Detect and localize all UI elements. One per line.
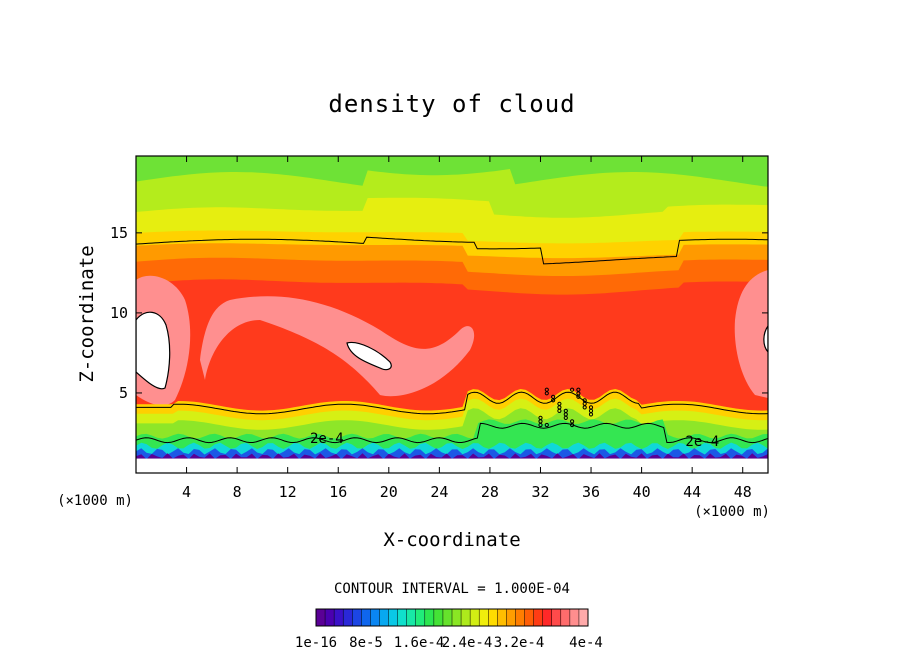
colorbar-swatch <box>316 609 326 626</box>
density-band <box>734 270 768 398</box>
maximum-regions <box>136 311 768 390</box>
colorbar-swatch <box>388 609 398 626</box>
contour-blob <box>588 405 594 410</box>
colorbar-label: 3.2e-4 <box>494 635 545 651</box>
colorbar-swatch <box>361 609 371 626</box>
x-tick-label: 28 <box>481 483 499 501</box>
contour-blob <box>570 419 575 424</box>
plot-area: 2e-4 2e-4 <box>136 156 768 473</box>
density-band <box>136 448 768 459</box>
density-layers <box>136 156 768 473</box>
contour-line <box>136 391 768 415</box>
colorbar-swatch <box>424 609 435 626</box>
colorbar-swatch <box>334 609 344 626</box>
x-tick-label: 44 <box>683 483 701 501</box>
plot-frame <box>135 155 769 474</box>
maximum-region <box>136 311 171 390</box>
colorbar <box>315 608 589 627</box>
colorbar-swatch <box>343 609 353 626</box>
x-tick-label: 8 <box>233 483 242 501</box>
contour-blob <box>563 408 568 413</box>
chart-title: density of cloud <box>328 90 575 118</box>
x-axis-label: X-coordinate <box>383 529 520 551</box>
x-tick-label: 40 <box>633 483 651 501</box>
contour-blob <box>582 398 587 403</box>
x-tick-label: 36 <box>582 483 600 501</box>
density-band <box>136 453 768 460</box>
contour-blob <box>576 387 581 392</box>
colorbar-swatch <box>560 609 571 626</box>
colorbar-swatch <box>370 609 380 626</box>
colorbar-swatch <box>542 609 553 626</box>
x-tick-label: 32 <box>531 483 549 501</box>
colorbar-swatch <box>379 609 389 626</box>
contour-lines: 2e-4 2e-4 <box>136 236 768 450</box>
colorbar-swatch <box>524 609 534 626</box>
y-tick-label: 15 <box>110 224 128 242</box>
y-axis-ticks: 5 10 15 <box>110 224 768 402</box>
colorbar-swatch <box>578 609 589 626</box>
colorbar-swatch <box>551 609 562 626</box>
contour-line <box>136 422 768 444</box>
y-axis-label: Z-coordinate <box>76 245 98 382</box>
colorbar-swatch <box>406 609 417 626</box>
colorbar-label: 1e-16 <box>295 635 337 651</box>
colorbar-swatch <box>488 609 498 626</box>
contour-interval-text: CONTOUR INTERVAL = 1.000E-04 <box>334 581 570 597</box>
x-tick-label: 24 <box>430 483 448 501</box>
x-axis-ticks: 4 8 12 16 20 24 28 32 36 40 44 48 <box>182 156 752 501</box>
colorbar-label: 4e-4 <box>569 635 603 651</box>
colorbar-swatch <box>569 609 580 626</box>
contour-blob <box>538 415 543 420</box>
contour-label: 2e-4 <box>685 434 719 450</box>
colorbar-label: 1.6e-4 <box>394 635 445 651</box>
colorbar-swatch <box>352 609 362 626</box>
x-tick-label: 16 <box>329 483 347 501</box>
x-tick-label: 4 <box>182 483 191 501</box>
maximum-region <box>346 341 392 371</box>
colorbar-swatch <box>533 609 543 626</box>
contour-label: 2e-4 <box>310 431 344 447</box>
x-tick-label: 48 <box>734 483 752 501</box>
colorbar-swatch <box>515 609 525 626</box>
colorbar-labels: 1e-16 8e-5 1.6e-42.4e-4 3.2e-4 4e-4 <box>295 635 603 651</box>
colorbar-swatch <box>397 609 407 626</box>
colorbar-swatch <box>461 609 471 626</box>
surface-strip <box>136 458 768 473</box>
colorbar-swatch <box>415 609 426 626</box>
colorbar-swatch <box>442 609 453 626</box>
contour-blob <box>557 401 562 406</box>
density-band <box>200 296 475 397</box>
contour-blob <box>544 422 549 428</box>
y-tick-label: 5 <box>119 384 128 402</box>
colorbar-swatch <box>470 609 480 626</box>
y-tick-label: 10 <box>110 304 128 322</box>
colorbar-label: 2.4e-4 <box>442 635 493 651</box>
contour-blob <box>570 387 575 392</box>
colorbar-swatch <box>325 609 335 626</box>
colorbar-swatch <box>479 609 489 626</box>
colorbar-label: 8e-5 <box>349 635 383 651</box>
colorbar-frame <box>315 608 589 627</box>
x-unit-left: (×1000 m) <box>57 493 133 509</box>
contour-blob <box>551 394 556 399</box>
contour-line <box>136 236 768 265</box>
contour-blob <box>544 387 549 392</box>
colorbar-swatch <box>433 609 444 626</box>
x-tick-label: 12 <box>279 483 297 501</box>
x-tick-label: 20 <box>380 483 398 501</box>
colorbar-swatch <box>497 609 507 626</box>
x-unit-right: (×1000 m) <box>694 504 770 520</box>
colorbar-swatch <box>506 609 516 626</box>
colorbar-swatch <box>452 609 462 626</box>
